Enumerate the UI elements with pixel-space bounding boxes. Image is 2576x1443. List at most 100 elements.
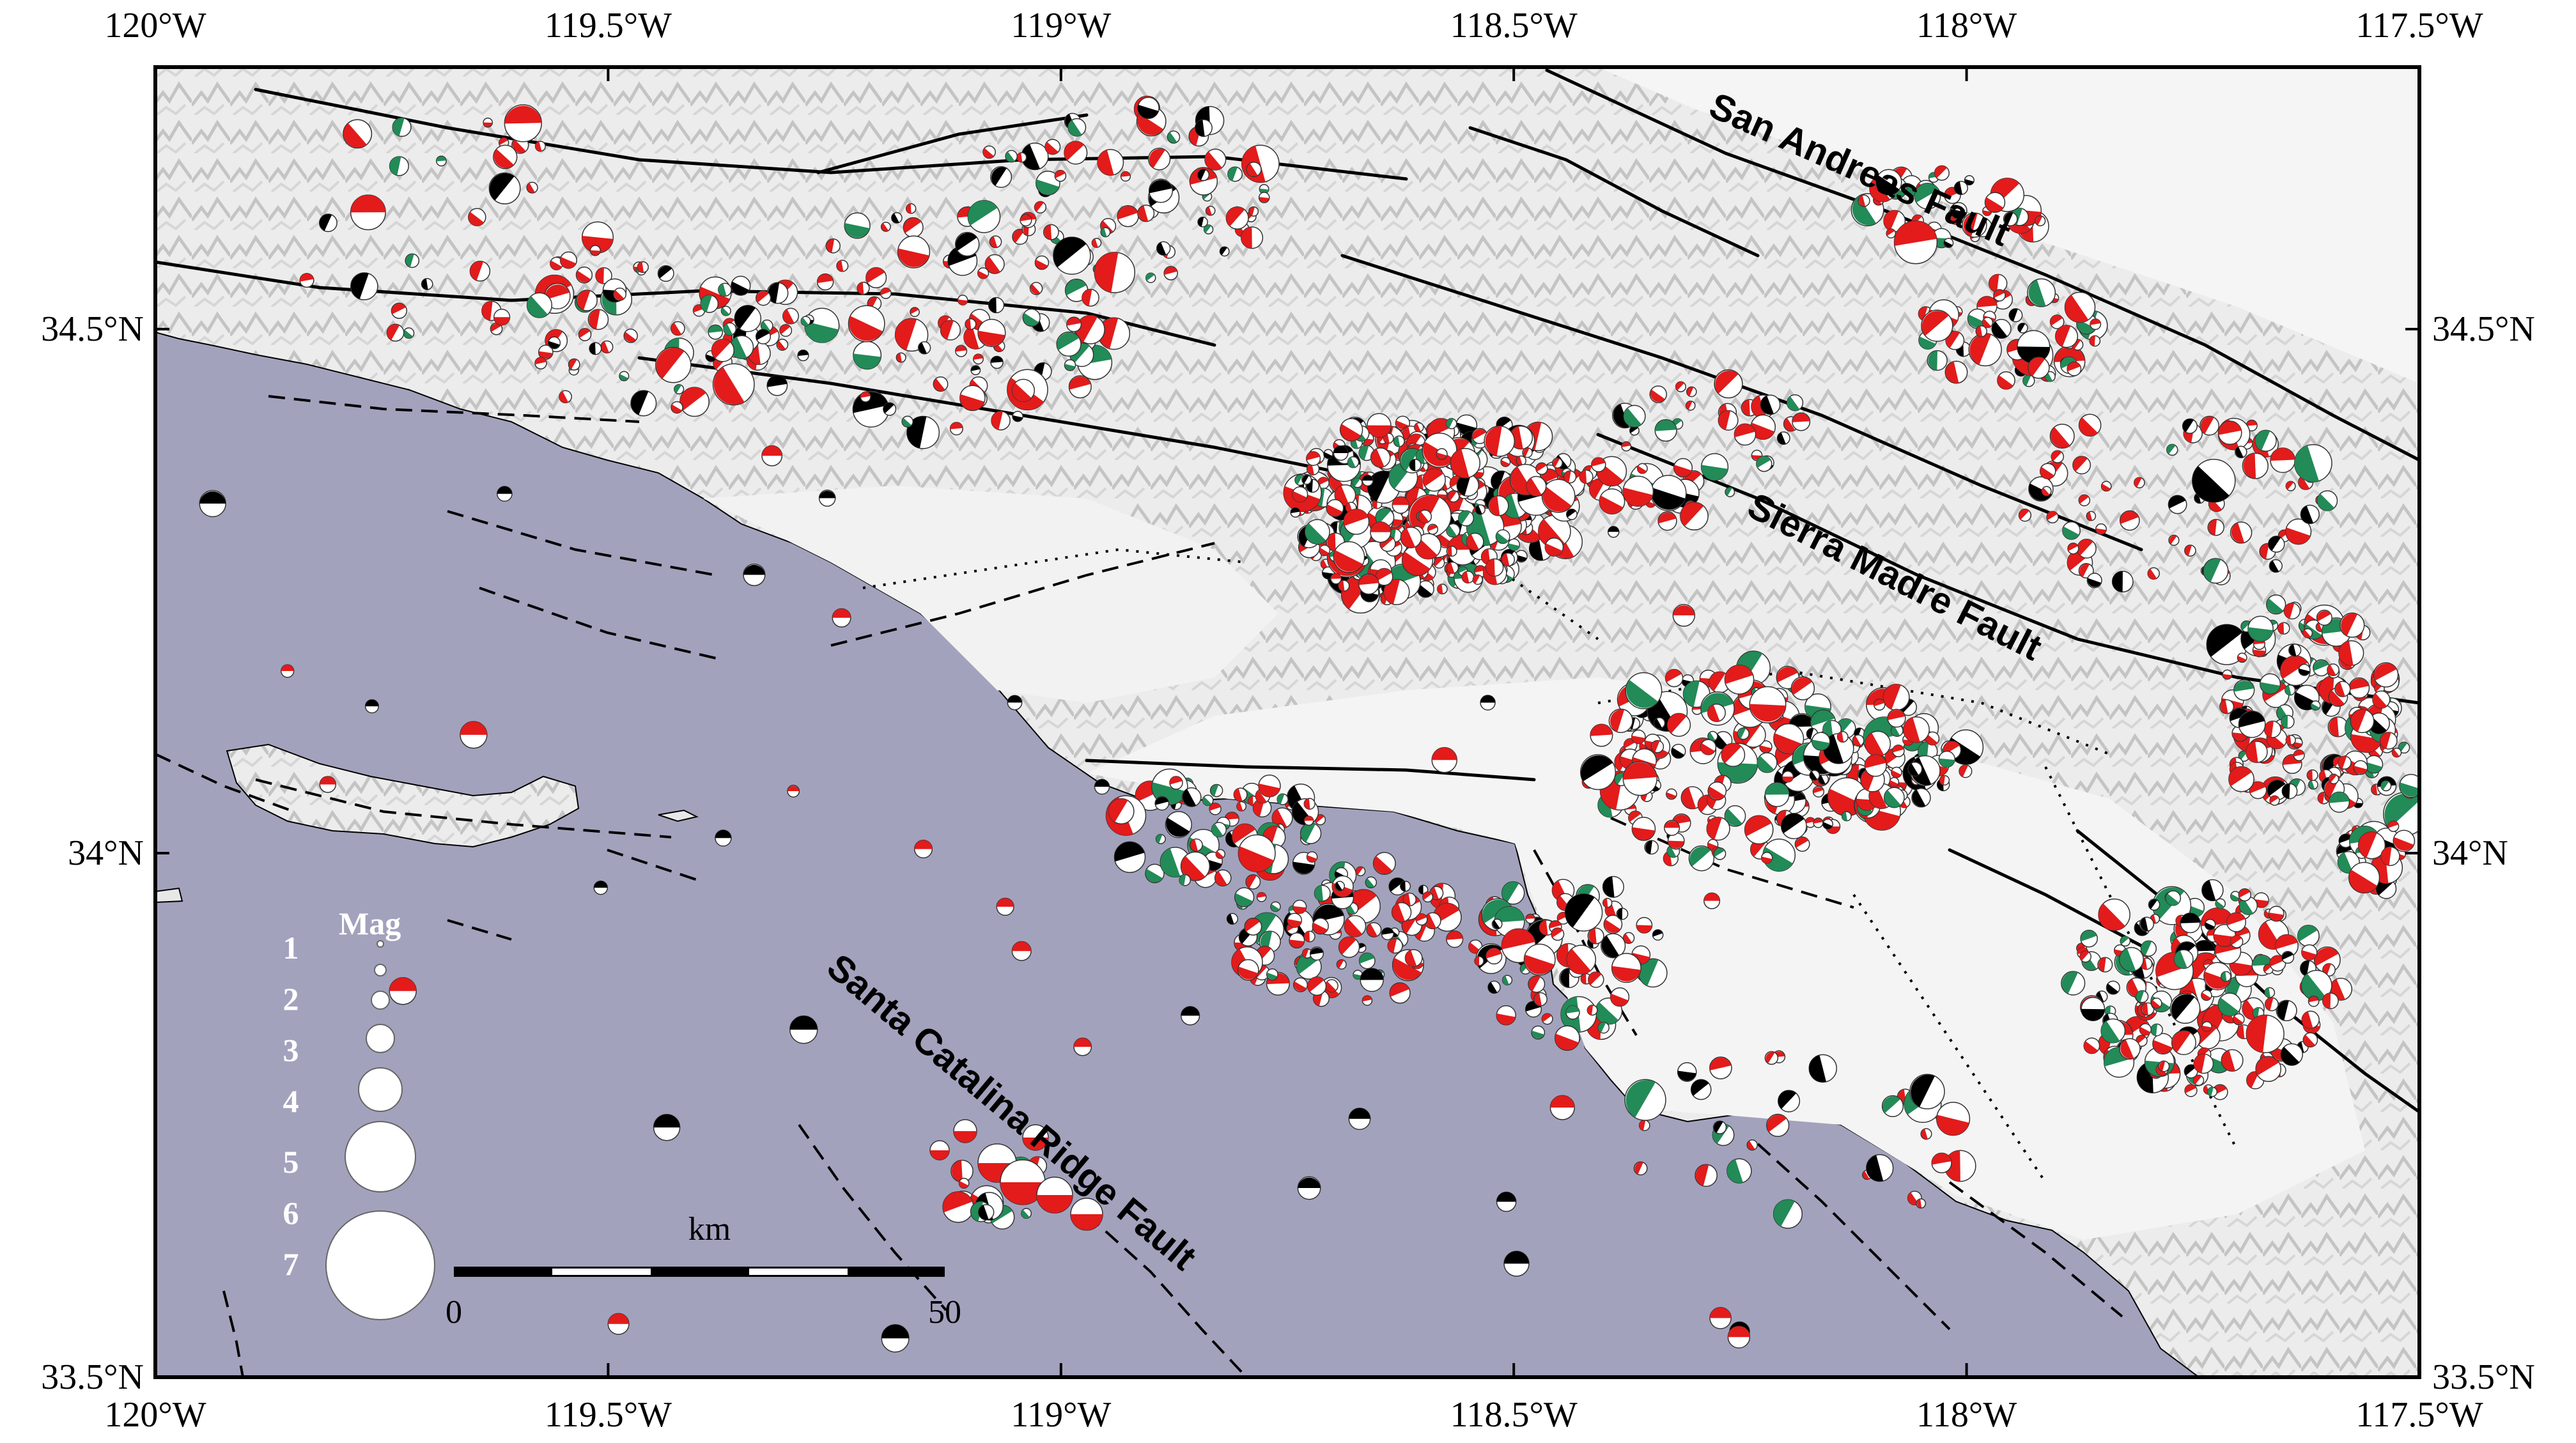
focal-mechanism [1709,1056,1732,1079]
focal-mechanism [2089,335,2101,347]
focal-mechanism [978,1204,995,1221]
focal-mechanism [708,324,724,340]
focal-mechanism [619,371,630,382]
focal-mechanism [1097,149,1124,176]
focal-mechanism [1446,546,1457,557]
focal-mechanism [1043,224,1059,240]
focal-mechanism [1565,508,1578,520]
focal-mechanism [1167,130,1181,144]
focal-mechanism [1355,866,1366,877]
focal-mechanism [2353,760,2368,775]
focal-mechanism [1190,838,1203,852]
focal-mechanism [391,302,408,319]
focal-mechanism [2079,950,2091,963]
focal-mechanism [1306,451,1321,467]
focal-mechanism [1864,754,1887,777]
focal-mechanism [1724,665,1755,695]
focal-mechanism [2061,971,2086,996]
focal-mechanism [1020,214,1032,227]
focal-mechanism [700,294,719,313]
focal-mechanism [1631,729,1646,745]
focal-mechanism [493,144,518,169]
focal-mechanism [1287,913,1303,928]
focal-mechanism [881,1324,910,1353]
focal-mechanism [2054,325,2079,348]
la-basin [1087,677,2365,1240]
focal-mechanism [1916,1198,1927,1209]
focal-mechanism [2207,518,2224,536]
focal-mechanism [534,357,547,370]
focal-mechanism [1485,558,1504,577]
focal-mechanism [1794,836,1810,852]
focal-mechanism [2148,899,2161,911]
focal-mechanism [2238,710,2266,738]
focal-mechanism [2201,989,2212,1001]
focal-mechanism [2302,628,2313,638]
focal-mechanism [982,145,996,159]
dashed-transverse-2 [830,542,1215,647]
focal-mechanism [1475,504,1486,515]
focal-mechanism [488,172,521,204]
focal-mechanism [1307,976,1327,996]
focal-mechanism [1602,876,1624,898]
focal-mechanism [630,390,657,417]
focal-mechanism [1565,1005,1580,1020]
focal-mechanism [1533,992,1548,1007]
focal-mechanism [421,278,433,290]
focal-mechanism [1292,977,1308,992]
focal-mechanism [910,307,920,318]
focal-mechanism [2329,791,2350,813]
x-tick-label-bottom: 118°W [1916,1395,2017,1435]
focal-mechanism [967,200,1001,233]
focal-mechanism [1938,750,1955,768]
focal-mechanism [1812,732,1831,751]
offshore-fault-2 [479,587,717,660]
focal-mechanism [2192,459,2236,503]
focal-mechanism [2380,780,2392,792]
focal-mechanism [711,339,735,362]
focal-mechanism [2203,558,2229,584]
focal-mechanism [674,383,685,395]
focal-mechanism [1621,441,1632,452]
focal-mechanism [1352,477,1363,488]
focal-mechanism [1907,761,1923,777]
focal-mechanism [1292,486,1308,503]
focal-mechanism [1887,709,1906,728]
focal-mechanism [2302,1032,2318,1048]
focal-mechanism [637,261,649,274]
focal-mechanism [1333,445,1349,461]
focal-mechanism [2204,918,2216,930]
focal-mechanism [1486,948,1503,965]
focal-mechanism [1021,1208,1032,1219]
focal-mechanism [1301,474,1312,485]
focal-mechanism [2364,755,2384,774]
focal-mechanism [578,328,592,341]
focal-mechanism [468,208,486,227]
focal-mechanism [1781,771,1794,783]
focal-mechanism [959,385,986,412]
focal-mechanism [1644,840,1659,855]
focal-mechanism [2046,511,2059,523]
focal-mechanism [2067,543,2079,555]
focal-mechanism [576,289,598,311]
focal-mechanism [2322,992,2339,1010]
focal-mechanism [1234,887,1255,907]
focal-mechanism [1695,1164,1718,1187]
focal-mechanism [2235,445,2247,459]
focal-mechanism [2081,997,2106,1021]
focal-mechanism [1936,1102,1971,1136]
focal-mechanism [2217,992,2242,1017]
focal-mechanism [2350,709,2375,734]
focal-mechanism [1968,332,2002,367]
focal-mechanism [1636,916,1653,934]
focal-mechanism [1372,852,1396,876]
focal-mechanism [1169,776,1183,790]
focal-mechanism [1625,672,1663,709]
focal-mechanism [853,341,882,370]
focal-mechanism [655,346,692,383]
focal-mechanism [2078,413,2102,437]
focal-mechanism [2263,720,2281,738]
focal-mechanism [2316,610,2332,626]
focal-mechanism [1309,946,1324,961]
focal-mechanism [1921,309,1953,342]
